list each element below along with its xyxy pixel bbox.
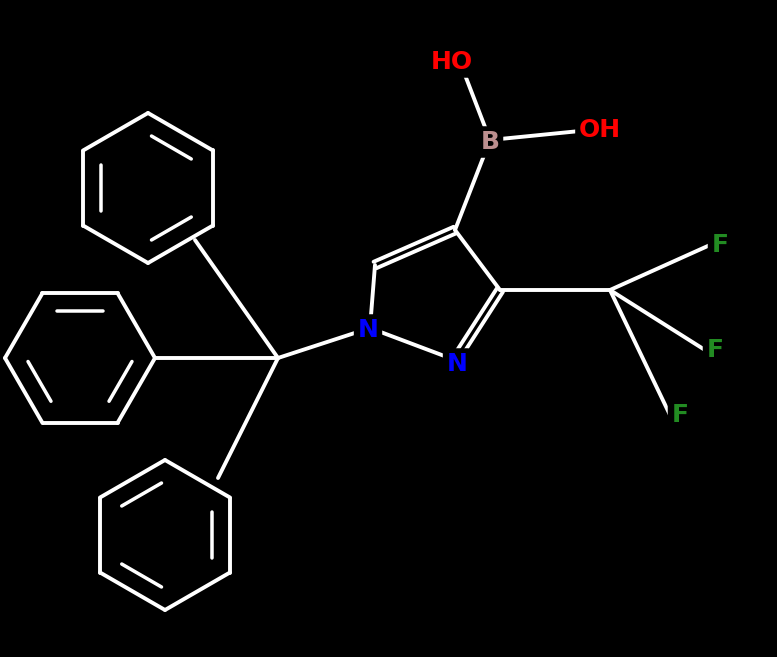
Text: F: F [712,233,729,257]
Text: OH: OH [579,118,621,142]
Text: HO: HO [431,50,473,74]
Text: N: N [447,352,468,376]
Text: F: F [706,338,723,362]
Text: F: F [671,403,688,427]
Text: B: B [480,130,500,154]
Text: N: N [357,318,378,342]
